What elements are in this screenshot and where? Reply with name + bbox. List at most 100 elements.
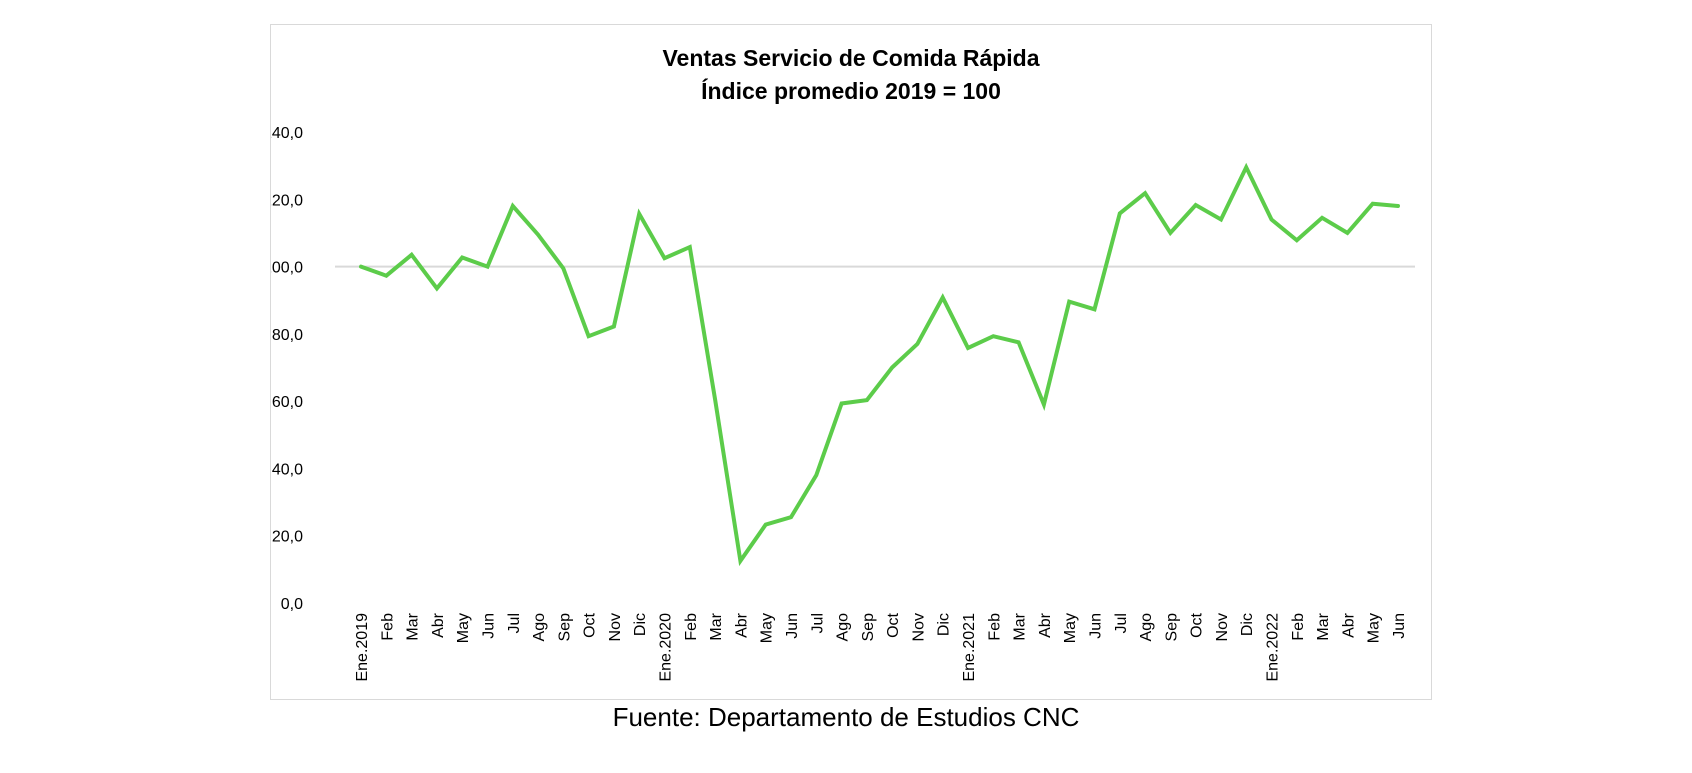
x-tick-label: Oct bbox=[1189, 612, 1206, 637]
y-tick-label: 140,0 bbox=[271, 125, 303, 142]
data-point bbox=[587, 334, 591, 338]
x-tick-label: Dic bbox=[936, 613, 953, 636]
data-point bbox=[1168, 231, 1172, 235]
x-tick-label: Jun bbox=[480, 613, 497, 639]
x-tick-label: Feb bbox=[1290, 613, 1307, 641]
data-point bbox=[561, 266, 565, 270]
data-point bbox=[991, 334, 995, 338]
x-tick-label: Mar bbox=[1315, 612, 1332, 640]
data-point bbox=[941, 296, 945, 300]
x-tick-label: Mar bbox=[708, 612, 725, 640]
x-tick-label: Sep bbox=[556, 613, 573, 642]
x-tick-label: May bbox=[1366, 613, 1383, 643]
x-tick-label: Nov bbox=[1214, 613, 1231, 641]
y-tick-label: 0,0 bbox=[281, 596, 303, 613]
x-tick-label: Ago bbox=[835, 613, 852, 642]
x-axis-ticks: Ene.2019 Feb Mar Abr May Jun Jul Ago Sep Oct Nov Di… bbox=[354, 612, 1408, 681]
line-chart: 0,0 20,0 40,0 60,0 80,0 100,0 120,0 140,0 Ene.2… bbox=[271, 125, 1415, 682]
x-tick-label: Mar bbox=[1012, 612, 1029, 640]
data-point bbox=[384, 274, 388, 278]
data-point bbox=[1396, 204, 1400, 208]
data-point bbox=[713, 397, 717, 401]
x-tick-label: Jun bbox=[1087, 613, 1104, 639]
data-point bbox=[1320, 216, 1324, 220]
data-point bbox=[789, 515, 793, 519]
chart-title: Ventas Servicio de Comida Rápida bbox=[662, 45, 1040, 71]
data-point bbox=[359, 265, 363, 269]
x-tick-label: May bbox=[1062, 613, 1079, 643]
data-point bbox=[1295, 238, 1299, 242]
x-tick-label: Ene.2021 bbox=[961, 613, 978, 682]
data-point bbox=[688, 245, 692, 249]
y-tick-label: 20,0 bbox=[272, 529, 303, 546]
x-tick-label: May bbox=[759, 613, 776, 643]
y-tick-label: 120,0 bbox=[271, 192, 303, 209]
x-tick-label: Nov bbox=[607, 613, 624, 641]
x-tick-label: Jul bbox=[809, 613, 826, 633]
data-point bbox=[485, 265, 489, 269]
data-point bbox=[865, 398, 869, 402]
x-tick-label: Dic bbox=[632, 613, 649, 636]
y-tick-label: 40,0 bbox=[272, 461, 303, 478]
data-point bbox=[1067, 300, 1071, 304]
x-tick-label: Abr bbox=[430, 612, 447, 638]
data-point bbox=[1017, 340, 1021, 344]
x-tick-label: May bbox=[455, 613, 472, 643]
data-point bbox=[1219, 217, 1223, 221]
data-point bbox=[814, 473, 818, 477]
source-note: Fuente: Departamento de Estudios CNC bbox=[612, 702, 1080, 732]
y-axis-ticks: 0,0 20,0 40,0 60,0 80,0 100,0 120,0 140,0 bbox=[271, 125, 303, 613]
y-tick-label: 60,0 bbox=[272, 394, 303, 411]
data-point bbox=[1244, 165, 1248, 169]
data-point bbox=[410, 253, 414, 257]
data-point bbox=[1118, 211, 1122, 215]
x-tick-label: Dic bbox=[1239, 613, 1256, 636]
data-point bbox=[890, 366, 894, 370]
data-point bbox=[663, 256, 667, 260]
x-tick-label: Sep bbox=[1163, 613, 1180, 642]
x-tick-label: Ago bbox=[1138, 613, 1155, 642]
data-point bbox=[460, 255, 464, 259]
x-tick-label: Jul bbox=[506, 613, 523, 633]
data-point bbox=[1042, 403, 1046, 407]
chart-frame: Ventas Servicio de Comida Rápida Índice … bbox=[270, 24, 1432, 700]
x-tick-label: Oct bbox=[582, 612, 599, 637]
data-point bbox=[764, 523, 768, 527]
data-point bbox=[511, 204, 515, 208]
x-tick-label: Feb bbox=[683, 613, 700, 641]
y-tick-label: 100,0 bbox=[271, 260, 303, 277]
data-point bbox=[1371, 202, 1375, 206]
x-tick-label: Ene.2020 bbox=[658, 613, 675, 682]
data-point bbox=[1345, 231, 1349, 235]
x-tick-label: Ene.2019 bbox=[354, 613, 371, 682]
x-tick-label: Jul bbox=[1113, 613, 1130, 633]
x-tick-label: Abr bbox=[733, 612, 750, 638]
x-tick-label: Jun bbox=[784, 613, 801, 639]
data-point bbox=[1194, 203, 1198, 207]
y-tick-label: 80,0 bbox=[272, 327, 303, 344]
data-point bbox=[1143, 191, 1147, 195]
x-tick-label: Abr bbox=[1037, 612, 1054, 638]
data-point bbox=[612, 324, 616, 328]
data-point bbox=[536, 233, 540, 237]
x-tick-label: Feb bbox=[379, 613, 396, 641]
data-point bbox=[637, 212, 641, 216]
x-tick-label: Jun bbox=[1391, 613, 1408, 639]
x-tick-label: Abr bbox=[1340, 612, 1357, 638]
x-tick-label: Mar bbox=[405, 612, 422, 640]
data-point bbox=[966, 346, 970, 350]
series-line bbox=[359, 162, 1400, 567]
x-tick-label: Sep bbox=[860, 613, 877, 642]
chart-subtitle: Índice promedio 2019 = 100 bbox=[701, 78, 1001, 104]
data-point bbox=[435, 286, 439, 290]
data-point bbox=[840, 401, 844, 405]
data-point bbox=[915, 342, 919, 346]
data-point bbox=[1092, 307, 1096, 311]
data-point bbox=[738, 559, 742, 563]
x-tick-label: Nov bbox=[910, 613, 927, 641]
x-tick-label: Oct bbox=[885, 612, 902, 637]
data-point bbox=[1270, 217, 1274, 221]
x-tick-label: Feb bbox=[986, 613, 1003, 641]
x-tick-label: Ene.2022 bbox=[1265, 613, 1282, 682]
x-tick-label: Ago bbox=[531, 613, 548, 642]
